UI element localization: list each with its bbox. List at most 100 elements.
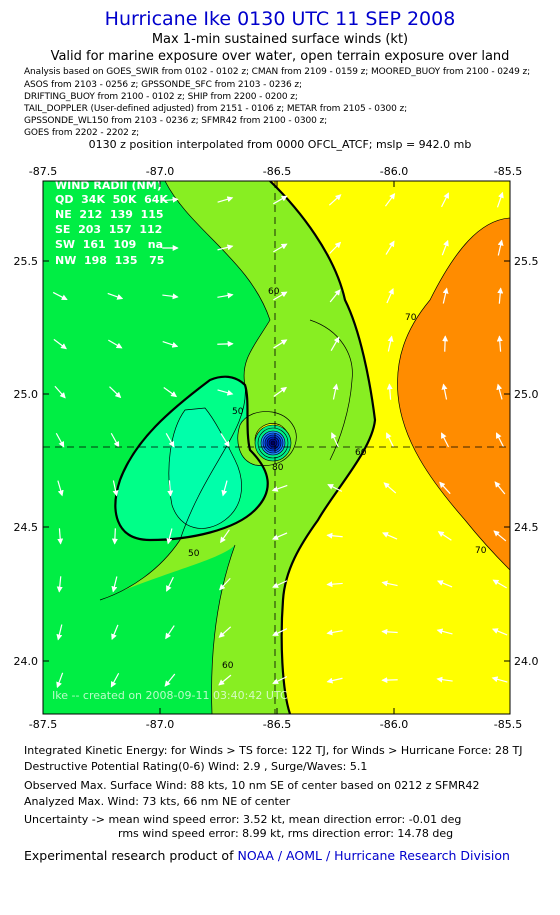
wind-arrow bbox=[384, 193, 396, 207]
wind-arrow bbox=[53, 338, 67, 350]
wind-arrow bbox=[330, 336, 340, 351]
uncertainty-text: Uncertainty -> mean wind speed error: 3.… bbox=[24, 813, 462, 826]
wind-arrow bbox=[110, 432, 120, 448]
wind-arrow bbox=[497, 239, 504, 256]
wind-arrow bbox=[57, 528, 64, 545]
wind-arrow bbox=[442, 335, 449, 352]
observed-max-text: Observed Max. Surface Wind: 88 kts, 10 n… bbox=[24, 779, 480, 792]
lat-tick-label: 24.5 bbox=[514, 521, 539, 534]
lat-tick-label: 25.0 bbox=[14, 388, 39, 401]
wind-radii-row: NE 212 139 115 bbox=[55, 208, 164, 221]
wind-arrow bbox=[110, 672, 120, 688]
wind-arrow bbox=[272, 532, 288, 540]
lon-tick-label: -85.5 bbox=[494, 718, 522, 731]
wind-arrow bbox=[272, 628, 288, 636]
wind-radii-header: QD 34K 50K 64K bbox=[55, 193, 168, 206]
wind-arrow bbox=[112, 480, 119, 497]
credit-org-link[interactable]: NOAA / AOML / Hurricane Research Divisio… bbox=[237, 848, 510, 863]
ike-text: Integrated Kinetic Energy: for Winds > T… bbox=[24, 744, 523, 757]
wind-radii-row: SW 161 109 na bbox=[55, 238, 163, 251]
source-line: GPSSONDE_WL150 from 2103 - 0236 z; SFMR4… bbox=[24, 116, 328, 126]
lat-tick-label: 25.0 bbox=[514, 388, 539, 401]
wind-arrow bbox=[439, 481, 451, 495]
wind-arrow bbox=[386, 383, 393, 400]
wind-arrow bbox=[381, 628, 398, 635]
contour-label: 70 bbox=[475, 546, 487, 556]
wind-arrow bbox=[163, 387, 178, 398]
contour-label: 60 bbox=[355, 448, 367, 458]
wind-arrow bbox=[111, 624, 119, 641]
wind-arrow bbox=[164, 673, 176, 687]
wind-arrow bbox=[437, 531, 452, 541]
credit-line: Experimental research product of NOAA / … bbox=[24, 848, 510, 863]
wind-arrow bbox=[221, 480, 228, 497]
wind-arrow bbox=[436, 676, 453, 683]
wind-radii-table: WIND RADII (NM) QD 34K 50K 64K NE 212 13… bbox=[55, 179, 168, 267]
credit-prefix: Experimental research product of bbox=[24, 848, 234, 863]
wind-arrow bbox=[52, 291, 68, 301]
wind-arrow bbox=[56, 672, 64, 689]
wind-arrow bbox=[436, 580, 453, 588]
wind-arrow bbox=[56, 576, 63, 593]
source-line: DRIFTING_BUOY from 2100 - 0102 z; SHIP f… bbox=[24, 92, 298, 102]
wind-radii-row: SE 203 157 112 bbox=[55, 223, 162, 236]
wind-arrow bbox=[326, 629, 343, 636]
map-subtitle: Max 1-min sustained surface winds (kt) bbox=[151, 32, 409, 47]
wind-arrow bbox=[386, 432, 394, 448]
wind-arrow bbox=[496, 383, 503, 400]
wind-arrow bbox=[217, 196, 234, 203]
contour-label: 70 bbox=[405, 313, 417, 323]
wind-arrow bbox=[271, 484, 288, 492]
wind-arrow bbox=[326, 581, 343, 588]
wind-arrow bbox=[217, 292, 234, 299]
wind-arrow bbox=[273, 386, 288, 397]
wind-arrow bbox=[491, 628, 508, 636]
wind-arrow bbox=[166, 528, 173, 545]
wind-vectors bbox=[52, 191, 508, 689]
wind-arrow bbox=[494, 481, 506, 495]
contour-label: 50 bbox=[232, 407, 244, 417]
wind-arrow bbox=[56, 624, 63, 641]
wind-field: 60 70 50 60 80 70 50 60 WIND RADII (NM) QD 34K … bbox=[43, 179, 510, 714]
wind-arrow bbox=[331, 432, 339, 448]
lon-tick-label: -87.5 bbox=[29, 718, 57, 731]
wind-arrow bbox=[273, 291, 288, 301]
wind-arrow bbox=[441, 239, 449, 256]
wind-arrow bbox=[327, 484, 343, 492]
wind-arrow bbox=[272, 580, 288, 588]
wind-arrow bbox=[220, 433, 230, 448]
wind-arrow bbox=[326, 532, 343, 539]
lat-tick-label: 24.0 bbox=[514, 655, 539, 668]
wind-arrow bbox=[111, 576, 118, 593]
wind-arrow bbox=[492, 579, 507, 589]
wind-arrow bbox=[217, 340, 234, 347]
wind-arrow bbox=[219, 577, 231, 591]
lon-tick-label: -87.5 bbox=[29, 165, 57, 178]
wind-arrow bbox=[166, 576, 174, 592]
source-line: GOES from 2202 - 2202 z; bbox=[24, 128, 140, 138]
wind-arrow bbox=[273, 339, 288, 349]
wind-arrow bbox=[162, 341, 179, 348]
dpr-text: Destructive Potential Rating(0-6) Wind: … bbox=[24, 760, 368, 773]
map-title: Hurricane Ike 0130 UTC 11 SEP 2008 bbox=[104, 8, 456, 30]
lon-tick-label: -85.5 bbox=[494, 165, 522, 178]
wind-arrow bbox=[55, 432, 65, 448]
wind-map: 60 70 50 60 80 70 50 60 WIND RADII (NM) QD 34K … bbox=[14, 165, 539, 731]
wind-arrow bbox=[217, 389, 234, 396]
wind-arrow bbox=[220, 529, 230, 544]
wind-arrow bbox=[383, 482, 397, 494]
wind-arrow bbox=[328, 194, 342, 206]
source-line: ASOS from 2103 - 0256 z; GPSSONDE_SFC fr… bbox=[24, 80, 302, 90]
wind-arrow bbox=[440, 192, 450, 208]
wind-arrow bbox=[218, 626, 232, 638]
contour-label: 50 bbox=[188, 549, 200, 559]
analyzed-max-text: Analyzed Max. Wind: 73 kts, 66 nm NE of … bbox=[24, 795, 291, 808]
contours bbox=[99, 181, 510, 714]
source-line: Analysis based on GOES_SWIR from 0102 - … bbox=[24, 67, 531, 77]
wind-arrow bbox=[441, 383, 448, 400]
lat-tick-label: 25.5 bbox=[514, 255, 539, 268]
wind-radii-title: WIND RADII (NM) bbox=[55, 179, 162, 192]
wind-arrow bbox=[436, 628, 453, 635]
wind-arrow bbox=[382, 532, 398, 540]
wind-arrow bbox=[496, 191, 504, 208]
